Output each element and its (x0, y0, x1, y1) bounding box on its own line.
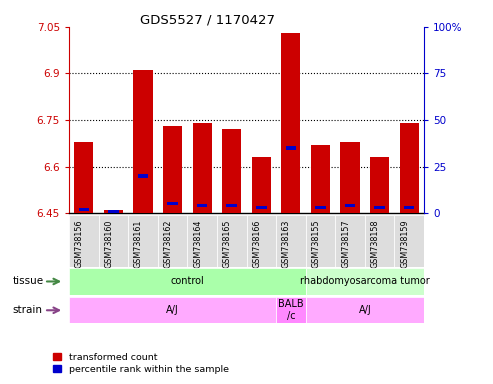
Bar (108, 210, 119, 213)
Bar (315, 206, 326, 209)
Bar (246, 215, 276, 267)
Bar (197, 204, 208, 207)
Bar (276, 297, 306, 323)
Bar (69, 297, 276, 323)
Bar (252, 157, 271, 213)
Bar (311, 145, 330, 213)
Text: GSM738160: GSM738160 (105, 219, 113, 268)
Text: GSM738165: GSM738165 (223, 219, 232, 268)
Text: GSM738157: GSM738157 (341, 219, 350, 268)
Bar (370, 157, 389, 213)
Text: A/J: A/J (358, 305, 371, 315)
Bar (99, 215, 128, 267)
Text: GSM738162: GSM738162 (164, 219, 173, 268)
Text: GSM738159: GSM738159 (400, 219, 409, 268)
Text: tissue: tissue (12, 276, 43, 286)
Text: GSM738163: GSM738163 (282, 219, 291, 268)
Bar (400, 123, 419, 213)
Bar (335, 215, 365, 267)
Bar (226, 204, 237, 207)
Bar (187, 215, 217, 267)
Text: GSM738161: GSM738161 (134, 219, 143, 268)
Text: BALB
/c: BALB /c (278, 300, 304, 321)
Text: strain: strain (12, 305, 42, 315)
Bar (69, 268, 306, 295)
Bar (281, 33, 301, 213)
Text: control: control (171, 276, 204, 286)
Bar (167, 202, 178, 205)
Bar (163, 126, 182, 213)
Text: GDS5527 / 1170427: GDS5527 / 1170427 (140, 13, 275, 26)
Text: rhabdomyosarcoma tumor: rhabdomyosarcoma tumor (300, 276, 430, 286)
Bar (158, 215, 187, 267)
Bar (306, 268, 424, 295)
Bar (192, 123, 212, 213)
Text: GSM738166: GSM738166 (252, 219, 261, 268)
Bar (104, 210, 123, 213)
Bar (217, 215, 246, 267)
Bar (222, 129, 242, 213)
Bar (74, 142, 94, 213)
Bar (69, 215, 99, 267)
Bar (128, 215, 158, 267)
Bar (345, 204, 355, 207)
Bar (404, 206, 415, 209)
Bar (306, 215, 335, 267)
Bar (306, 297, 424, 323)
Bar (78, 208, 89, 211)
Bar (138, 174, 148, 177)
Text: A/J: A/J (166, 305, 179, 315)
Text: GSM738164: GSM738164 (193, 219, 202, 268)
Bar (133, 70, 153, 213)
Bar (341, 142, 360, 213)
Bar (276, 215, 306, 267)
Bar (285, 146, 296, 150)
Bar (374, 206, 385, 209)
Bar (394, 215, 424, 267)
Text: GSM738155: GSM738155 (312, 219, 320, 268)
Bar (256, 206, 267, 209)
Text: GSM738158: GSM738158 (371, 219, 380, 268)
Legend: transformed count, percentile rank within the sample: transformed count, percentile rank withi… (49, 349, 233, 377)
Text: GSM738156: GSM738156 (75, 219, 84, 268)
Bar (365, 215, 394, 267)
